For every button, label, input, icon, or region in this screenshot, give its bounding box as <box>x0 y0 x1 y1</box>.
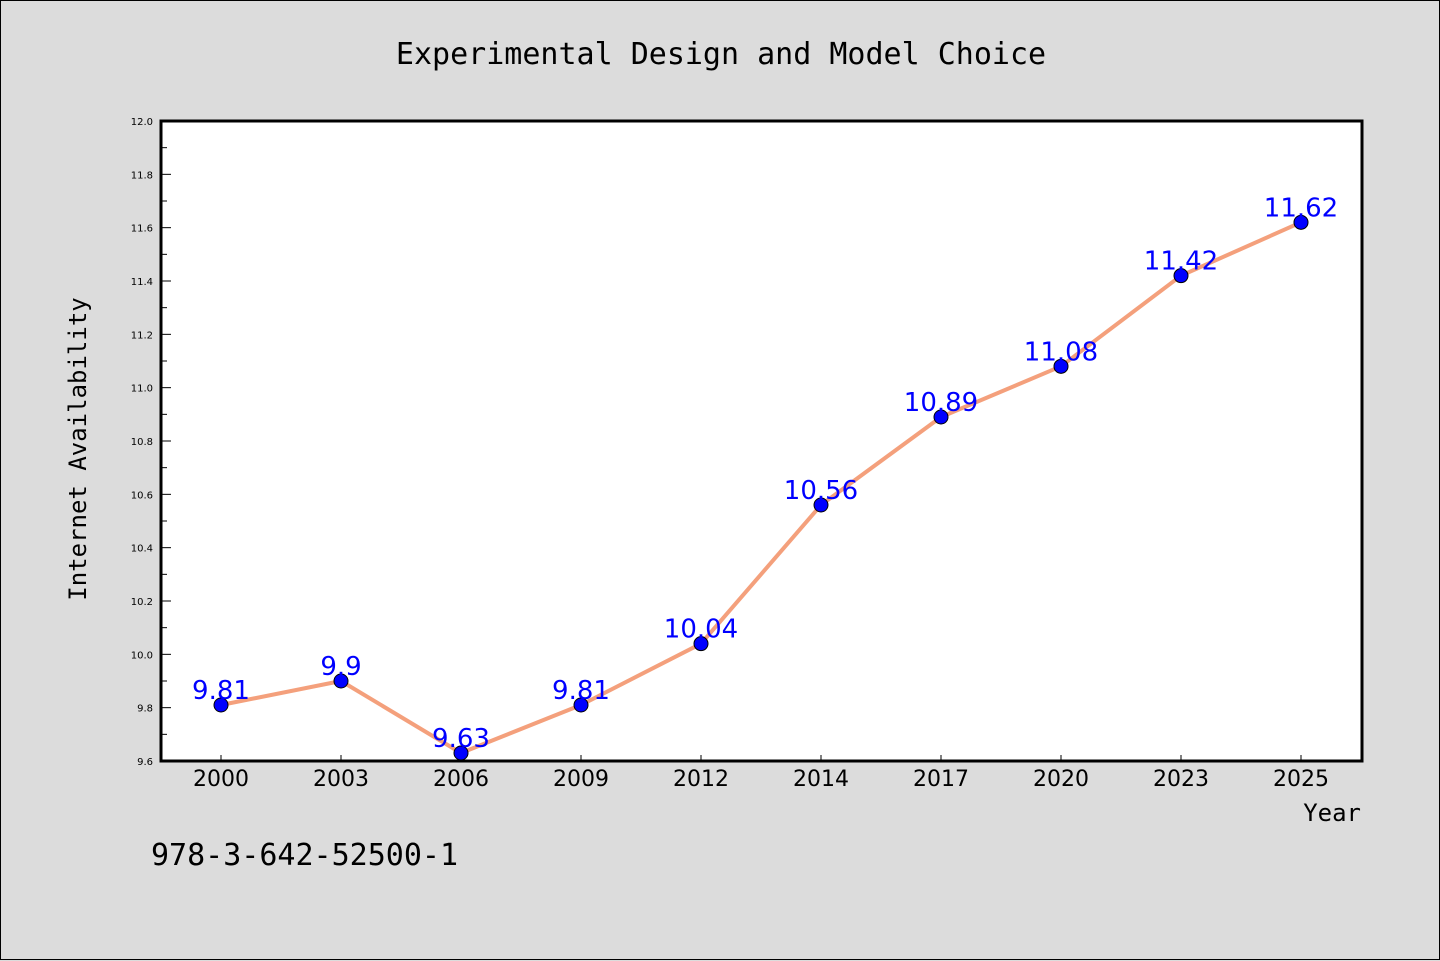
y-tick-label: 11.0 <box>131 384 153 395</box>
y-tick-label: 11.8 <box>131 170 153 181</box>
data-point-marker <box>693 636 709 652</box>
x-tick-label: 2006 <box>433 767 489 792</box>
footnote-isbn: 978-3-642-52500-1 <box>151 838 458 873</box>
y-tick-label: 9.8 <box>137 704 153 715</box>
data-label: 11.08 <box>1024 337 1098 367</box>
y-tick-label: 10.2 <box>131 597 153 608</box>
y-tick-label: 11.6 <box>131 224 153 235</box>
data-point-marker <box>333 673 349 689</box>
x-axis: 2000 2003 2006 2009 2012 2014 2017 2020 2023 2025 <box>193 755 1329 792</box>
data-label: 9.9 <box>320 652 361 682</box>
x-tick-label: 2017 <box>913 767 969 792</box>
data-label: 10.04 <box>664 615 738 645</box>
x-tick-label: 2012 <box>673 767 729 792</box>
series-line <box>220 220 1302 755</box>
x-tick-label: 2003 <box>313 767 369 792</box>
x-tick-label: 2023 <box>1153 767 1209 792</box>
y-tick-label: 12.0 <box>131 117 153 128</box>
data-label: 10.56 <box>784 476 858 506</box>
data-label: 9.81 <box>192 676 250 706</box>
y-tick-label: 10.4 <box>131 544 153 555</box>
data-label: 9.63 <box>432 724 490 754</box>
data-point-marker <box>213 697 229 713</box>
y-axis-label: Internet Availability <box>64 297 92 600</box>
x-tick-label: 2000 <box>193 767 249 792</box>
chart-title: Experimental Design and Model Choice <box>396 37 1046 72</box>
data-point-marker <box>453 745 469 761</box>
data-point-marker <box>1293 214 1309 230</box>
data-label: 10.89 <box>904 388 978 418</box>
series-layer: 9.81 9.9 9.63 9.81 10.04 10.56 10.89 11.08 11.42… <box>192 193 1338 761</box>
data-point-marker <box>1173 268 1189 284</box>
y-axis: 9.6 9.8 10.0 10.2 10.4 10.6 10.8 11.0 11.2 11.4 11… <box>131 117 171 768</box>
data-point-marker <box>573 697 589 713</box>
data-label: 9.81 <box>552 676 610 706</box>
x-tick-label: 2020 <box>1033 767 1089 792</box>
x-tick-label: 2009 <box>553 767 609 792</box>
data-point-marker <box>1053 358 1069 374</box>
y-tick-label: 10.8 <box>131 437 153 448</box>
data-label: 11.42 <box>1144 247 1218 277</box>
data-label: 11.62 <box>1264 193 1338 223</box>
y-tick-label: 9.6 <box>137 757 153 768</box>
y-tick-label: 11.4 <box>131 277 153 288</box>
data-point-marker <box>933 409 949 425</box>
plot-area <box>159 119 1364 763</box>
y-tick-label: 10.6 <box>131 490 153 501</box>
y-tick-label: 10.0 <box>131 650 153 661</box>
x-tick-label: 2025 <box>1273 767 1329 792</box>
data-point-marker <box>813 497 829 513</box>
y-tick-label: 11.2 <box>131 330 153 341</box>
x-tick-label: 2014 <box>793 767 849 792</box>
x-axis-label: Year <box>1303 799 1361 827</box>
